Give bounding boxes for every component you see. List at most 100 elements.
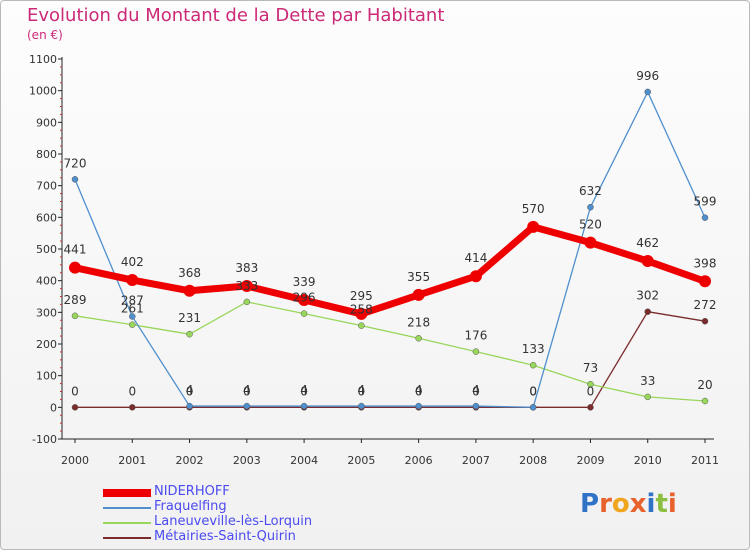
series-point-3 (701, 317, 709, 325)
x-tick-label: 2007 (462, 454, 490, 467)
data-label: 996 (636, 69, 659, 83)
series-point-1 (71, 176, 79, 183)
series-point-1 (358, 402, 365, 410)
series-point-0 (183, 284, 196, 297)
series-point-2 (529, 361, 537, 369)
x-tick-label: 2000 (61, 454, 89, 467)
data-label: 4 (358, 383, 366, 397)
series-point-2 (644, 393, 651, 401)
series-point-1 (472, 402, 480, 410)
data-label: 176 (464, 329, 487, 343)
series-point-1 (186, 402, 193, 410)
x-tick-label: 2008 (519, 454, 547, 467)
series-point-2 (701, 397, 709, 405)
legend-label: NIDERHOFF (154, 484, 230, 499)
logo-letter: x (629, 489, 647, 519)
legend-label: Fraquelfing (154, 499, 227, 514)
logo-letter: t (655, 489, 668, 519)
data-label: 302 (636, 289, 659, 303)
data-label: 0 (71, 384, 79, 398)
data-label: 0 (358, 384, 366, 398)
x-tick-label: 2009 (576, 454, 604, 467)
series-point-0 (298, 293, 311, 306)
y-tick-label: 300 (36, 306, 57, 319)
data-label: 632 (579, 184, 602, 198)
y-tick-label: 1000 (29, 85, 57, 98)
y-tick-label: 100 (36, 370, 57, 383)
series-point-0 (355, 307, 368, 320)
data-label: 520 (579, 218, 602, 232)
data-label: 368 (178, 266, 201, 280)
series-point-1 (644, 88, 651, 96)
data-label: 0 (529, 384, 537, 398)
logo-letter: i (646, 489, 656, 519)
data-label: 295 (350, 289, 373, 303)
legend-swatch (103, 507, 151, 509)
series-point-1 (587, 203, 594, 211)
y-tick-label: 400 (36, 275, 57, 288)
series-point-2 (472, 348, 480, 355)
y-tick-label: 500 (36, 243, 57, 256)
series-line-2 (74, 301, 706, 402)
data-label: 296 (293, 291, 316, 305)
data-label: 599 (694, 195, 717, 209)
chart-unit: (en €) (27, 28, 63, 42)
y-tick-label: 700 (36, 180, 57, 193)
data-label: 0 (186, 384, 194, 398)
data-label: 4 (300, 383, 308, 397)
data-label: 289 (64, 293, 87, 307)
series-point-0 (412, 288, 425, 301)
series-point-2 (587, 380, 594, 388)
series-point-1 (701, 214, 709, 221)
y-tick-label: -100 (32, 433, 57, 446)
series-point-0 (527, 220, 540, 233)
y-tick-label: 200 (36, 338, 57, 351)
series-point-0 (469, 270, 482, 283)
data-label: 4 (415, 383, 423, 397)
data-label: 0 (472, 384, 480, 398)
y-tick-label: 600 (36, 211, 57, 224)
logo-letter: r (599, 489, 612, 519)
data-label: 4 (186, 383, 194, 397)
x-tick-label: 2004 (290, 454, 318, 467)
data-label: 355 (407, 270, 430, 284)
x-tick-label: 2010 (634, 454, 662, 467)
data-label: 570 (522, 202, 545, 216)
data-label: 333 (235, 279, 258, 293)
logo-letter: i (667, 489, 677, 519)
y-tick-label: 900 (36, 116, 57, 129)
data-label: 73 (583, 361, 598, 375)
data-label: 462 (636, 236, 659, 250)
series-point-0 (699, 275, 711, 288)
series-line-1 (74, 91, 706, 408)
data-label: 339 (293, 275, 316, 289)
data-label: 0 (300, 384, 308, 398)
series-point-1 (415, 402, 422, 410)
series-point-2 (71, 312, 79, 320)
legend-swatch (103, 489, 151, 497)
x-tick-label: 2001 (118, 454, 146, 467)
data-label: 20 (697, 378, 712, 392)
data-label: 720 (64, 156, 87, 170)
data-label: 383 (235, 261, 258, 275)
logo-letter: o (611, 489, 630, 519)
data-label: 4 (243, 383, 251, 397)
legend-swatch (103, 537, 151, 539)
data-label: 0 (128, 384, 136, 398)
data-label: 287 (121, 293, 144, 307)
data-label: 0 (529, 384, 537, 398)
y-tick-label: 1100 (29, 53, 57, 66)
series-point-1 (300, 402, 308, 410)
data-label: 133 (522, 342, 545, 356)
logo-letter: P (580, 489, 600, 519)
series-point-0 (126, 274, 139, 287)
data-label: 0 (587, 384, 595, 398)
data-label: 398 (694, 256, 717, 270)
y-tick-label: 0 (50, 401, 57, 414)
series-point-3 (129, 404, 136, 411)
x-tick-label: 2006 (405, 454, 433, 467)
series-point-1 (529, 404, 537, 411)
x-tick-label: 2005 (347, 454, 375, 467)
series-point-0 (641, 255, 654, 268)
